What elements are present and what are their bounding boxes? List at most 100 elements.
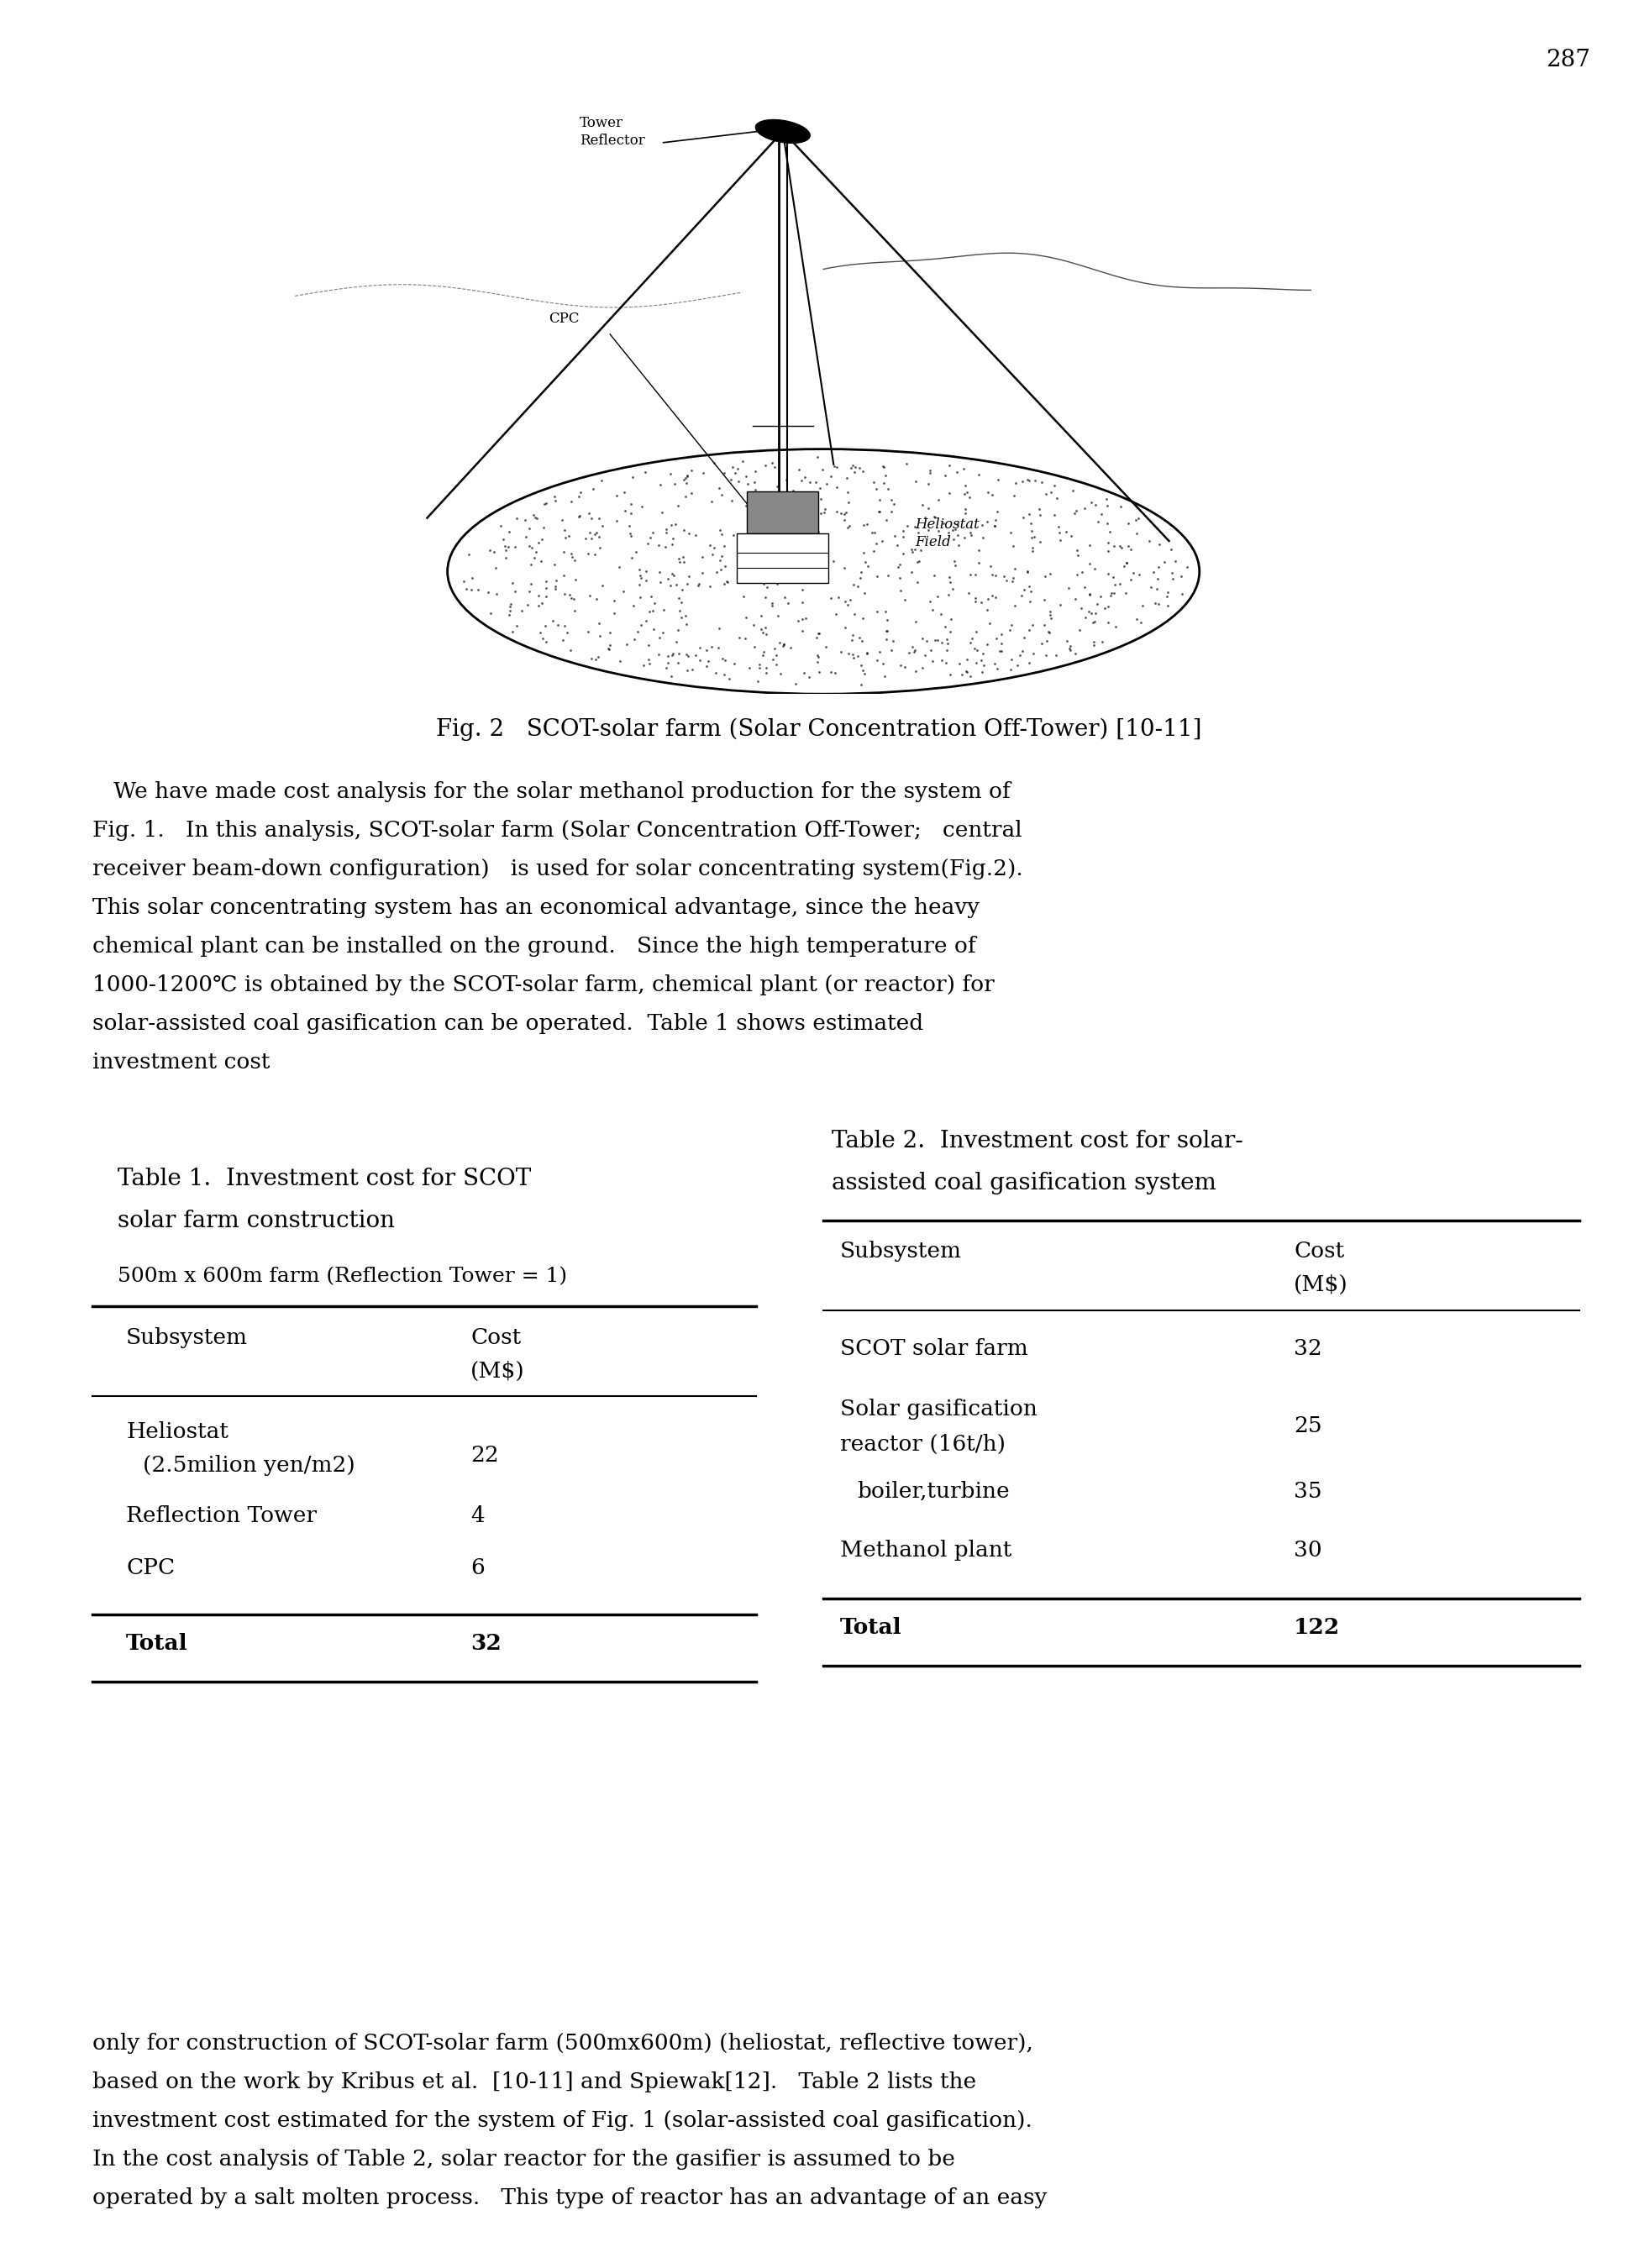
Point [634,526,661,562]
Point [588,463,615,499]
Point [533,608,559,644]
Point [924,621,951,658]
Point [846,619,872,655]
Point [526,578,552,615]
Point [565,479,592,515]
Point [1062,492,1088,528]
Point [641,610,667,646]
Point [818,458,844,494]
Point [1169,576,1195,612]
Point [1010,499,1036,535]
Point [1026,524,1052,560]
Point [895,508,921,544]
Point [977,606,1003,642]
Text: assisted coal gasification system: assisted coal gasification system [831,1173,1216,1195]
Point [752,651,779,687]
Text: investment cost estimated for the system of Fig. 1 (solar-assisted coal gasifica: investment cost estimated for the system… [92,2109,1033,2132]
Point [606,549,633,585]
Point [933,644,959,680]
Point [1021,519,1047,556]
Point [457,572,484,608]
Point [518,547,544,583]
Point [733,619,759,655]
Point [665,488,692,524]
Point [575,612,602,649]
Point [597,626,623,662]
Point [646,526,672,562]
Point [777,492,803,528]
Point [965,456,992,492]
Point [1115,506,1141,542]
Point [639,592,665,628]
Point [870,646,897,683]
Point [790,572,816,608]
Point [1028,465,1054,501]
Point [459,560,485,596]
Point [864,594,890,631]
Text: Total: Total [841,1617,901,1637]
Point [790,549,816,585]
Point [1095,590,1121,626]
Point [998,606,1024,642]
Point [1031,608,1057,644]
Point [749,553,775,590]
Point [720,449,746,485]
Point [697,526,723,562]
Point [982,501,1008,538]
Point [860,465,887,501]
Point [729,442,756,479]
Point [1069,590,1095,626]
Point [1056,631,1082,667]
Point [879,494,905,531]
Point [606,642,633,678]
Point [934,626,960,662]
Point [988,633,1015,669]
Point [500,565,526,601]
Point [936,576,962,612]
Point [759,587,785,624]
Point [744,662,770,699]
Point [556,517,582,553]
Point [1113,544,1139,581]
Point [582,642,608,678]
Point [733,558,759,594]
Point [659,637,685,674]
Point [962,556,988,592]
Point [833,494,859,531]
Point [597,631,623,667]
Point [543,483,569,519]
Point [962,581,988,617]
Point [1057,631,1083,667]
Point [500,612,526,649]
Point [936,558,962,594]
Point [1146,526,1172,562]
Point [890,535,916,572]
Point [710,640,736,676]
Point [713,562,739,599]
Text: CPC: CPC [549,311,580,327]
Point [751,633,777,669]
Point [1006,637,1033,674]
Point [870,465,897,501]
Point [1019,608,1046,644]
Point [669,585,695,621]
Point [1160,560,1187,596]
Point [639,515,665,551]
Point [675,558,701,594]
Point [529,510,556,547]
Point [526,524,552,560]
Point [664,567,690,603]
Point [951,451,977,488]
Text: Cost: Cost [470,1327,521,1347]
Point [711,528,738,565]
Point [808,494,834,531]
Point [620,458,646,494]
Point [810,451,836,488]
Point [687,628,713,665]
Point [626,551,652,587]
Point [864,526,890,562]
Point [602,583,628,619]
Point [805,644,831,680]
Point [531,485,557,522]
Point [1144,572,1170,608]
